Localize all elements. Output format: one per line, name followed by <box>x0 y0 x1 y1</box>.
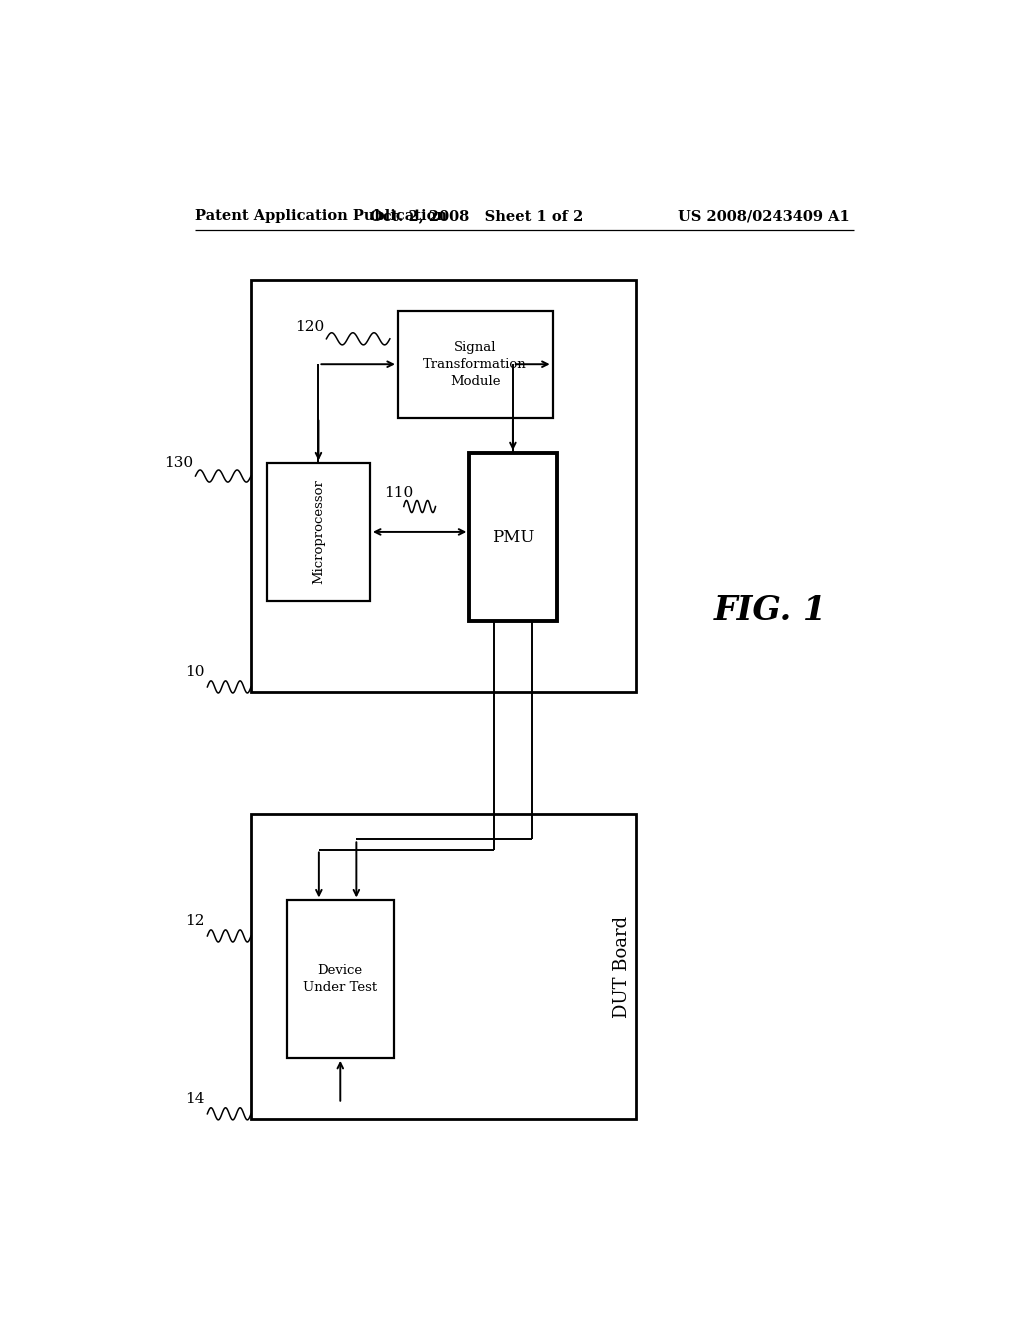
Text: 120: 120 <box>295 319 324 334</box>
Text: Device
Under Test: Device Under Test <box>303 964 378 994</box>
FancyBboxPatch shape <box>267 463 370 601</box>
Text: PMU: PMU <box>492 528 535 545</box>
Text: Patent Application Publication: Patent Application Publication <box>196 210 447 223</box>
FancyBboxPatch shape <box>287 900 394 1057</box>
Text: 12: 12 <box>185 913 205 928</box>
FancyBboxPatch shape <box>397 312 553 417</box>
Text: 10: 10 <box>185 665 205 678</box>
FancyBboxPatch shape <box>251 280 636 692</box>
Text: 110: 110 <box>384 486 414 500</box>
FancyBboxPatch shape <box>469 453 557 620</box>
Text: Signal
Transformation
Module: Signal Transformation Module <box>423 341 527 388</box>
Text: FIG. 1: FIG. 1 <box>715 594 827 627</box>
Text: 14: 14 <box>185 1092 205 1106</box>
Text: 130: 130 <box>164 455 194 470</box>
FancyBboxPatch shape <box>251 814 636 1119</box>
Text: DUT Board: DUT Board <box>612 915 631 1018</box>
Text: US 2008/0243409 A1: US 2008/0243409 A1 <box>679 210 850 223</box>
Text: Microprocessor: Microprocessor <box>312 479 325 585</box>
Text: Oct. 2, 2008   Sheet 1 of 2: Oct. 2, 2008 Sheet 1 of 2 <box>371 210 584 223</box>
